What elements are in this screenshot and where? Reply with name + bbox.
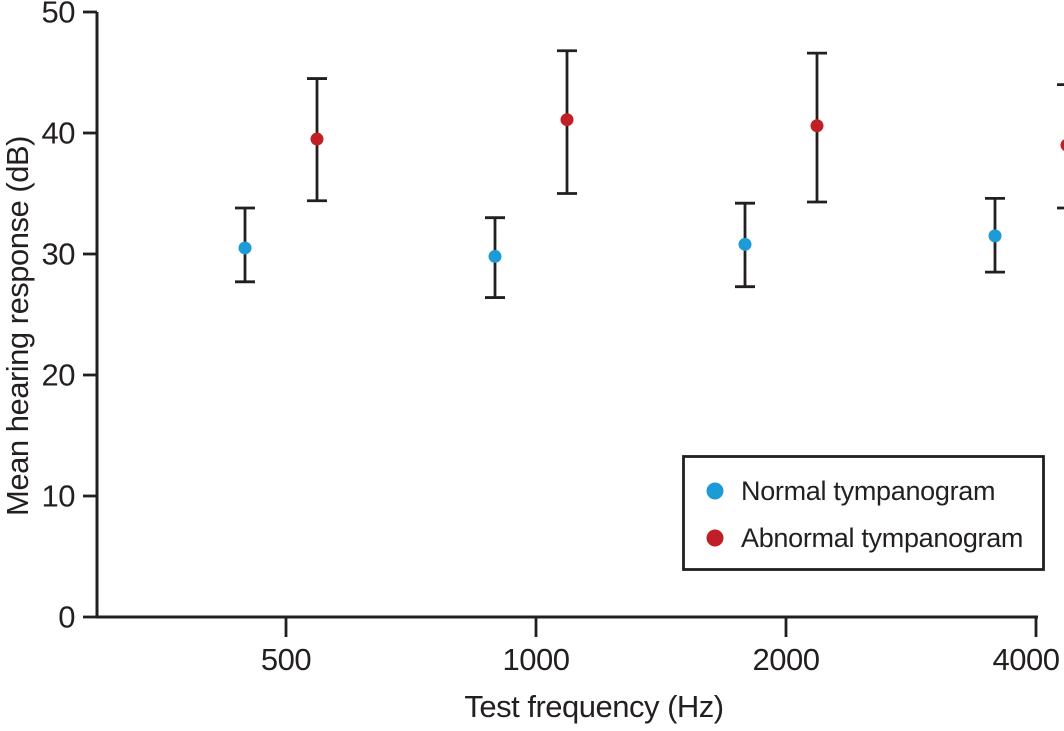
y-tick-label: 20 [42,358,76,393]
x-axis-title: Test frequency (Hz) [464,689,723,724]
point-group-1-2000 [807,51,827,204]
y-axis-title: Mean hearing response (dB) [0,136,35,516]
point-group-0-2000 [735,201,755,289]
x-tick-label: 500 [261,642,311,677]
point-group-1-4000 [1057,83,1064,210]
legend-item: Normal tympanogram [706,476,995,506]
y-tick-label: 50 [42,0,76,30]
legend-swatch-icon [706,529,724,547]
point-group-0-500 [235,206,255,284]
legend-box [682,455,1045,571]
data-point [238,241,252,255]
legend-label: Abnormal tympanogram [741,523,1023,553]
point-group-1-500 [307,77,327,203]
data-point [1060,139,1064,151]
data-point [810,119,824,133]
plot-area: 0 10 20 30 40 50 500 1000 2000 4000 [42,0,1064,677]
data-point [560,113,574,127]
y-tick-label: 10 [42,479,76,514]
y-tick-label: 40 [42,116,76,151]
legend-swatch-icon [706,482,724,500]
x-tick-label: 1000 [503,642,570,677]
data-point [488,249,502,263]
data-point [310,132,324,146]
point-group-0-4000 [985,196,1005,274]
y-tick-label: 0 [58,600,75,635]
point-group-0-1000 [485,216,505,299]
legend-item: Abnormal tympanogram [706,523,1023,553]
data-point [738,237,752,251]
legend: Normal tympanogram Abnormal tympanogram [682,455,1045,571]
y-tick-label: 30 [42,237,76,272]
x-tick-label: 4000 [993,642,1060,677]
point-group-1-1000 [557,49,577,195]
data-point [988,229,1002,243]
x-tick-label: 2000 [753,642,820,677]
legend-label: Normal tympanogram [741,476,995,506]
